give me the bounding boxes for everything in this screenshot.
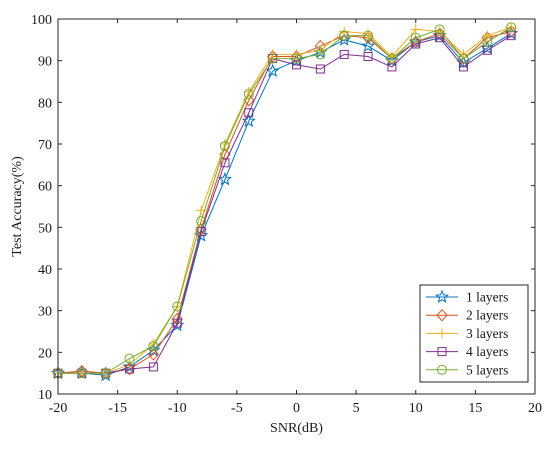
data-point-1-layers	[217, 172, 232, 186]
y-tick-label: 60	[38, 180, 52, 195]
x-tick-label: 0	[293, 401, 300, 416]
y-tick-label: 70	[38, 138, 52, 153]
x-tick-label: -15	[108, 401, 127, 416]
data-point-5-layers	[434, 24, 445, 35]
legend-marker-swatch	[437, 347, 447, 357]
data-point-4-layers	[125, 364, 135, 374]
legend-marker-swatch	[434, 289, 450, 303]
series-5-layers	[53, 22, 517, 379]
legend-entry: 2 layers	[426, 308, 508, 323]
x-tick-label: -20	[49, 401, 68, 416]
data-point-2-layers	[147, 348, 160, 361]
data-point-2-layers	[123, 362, 136, 376]
data-point-4-layers	[172, 318, 182, 328]
y-tick-label: 80	[38, 96, 52, 111]
data-point-1-layers	[361, 38, 376, 53]
data-point-4-layers	[220, 158, 230, 168]
data-point-4-layers	[363, 52, 373, 61]
legend-label: 5 layers	[466, 362, 508, 377]
data-point-5-layers	[267, 53, 278, 64]
data-point-5-layers	[196, 216, 207, 227]
legend-entry: 4 layers	[426, 344, 508, 359]
data-point-3-layers	[243, 86, 254, 97]
x-axis-title: SNR(dB)	[270, 421, 323, 436]
data-point-5-layers	[172, 301, 183, 312]
data-point-4-layers	[315, 64, 325, 74]
y-tick-label: 40	[38, 263, 52, 278]
data-point-5-layers	[291, 53, 302, 64]
data-point-5-layers	[76, 368, 87, 379]
data-point-5-layers	[363, 30, 374, 41]
data-point-5-layers	[506, 22, 517, 33]
legend-marker-swatch	[437, 364, 447, 375]
plot-frame	[57, 18, 536, 395]
data-point-3-layers	[148, 339, 159, 349]
legend-entry: 5 layers	[426, 362, 508, 377]
data-point-4-layers	[244, 108, 254, 118]
data-point-5-layers	[219, 141, 230, 152]
legend-label: 3 layers	[466, 326, 508, 341]
y-tick-label: 100	[31, 13, 52, 28]
data-point-3-layers	[482, 30, 493, 41]
legend-label: 1 layers	[466, 290, 508, 305]
x-tick-label: 20	[528, 401, 542, 416]
y-axis-title: Test Accuracy(%)	[10, 156, 25, 257]
data-point-5-layers	[339, 30, 350, 41]
data-point-4-layers	[339, 49, 349, 59]
data-point-4-layers	[196, 227, 206, 236]
data-point-5-layers	[243, 89, 254, 99]
y-tick-label: 90	[38, 55, 52, 70]
data-point-3-layers	[363, 28, 374, 39]
data-point-2-layers	[171, 312, 183, 326]
data-point-5-layers	[410, 32, 421, 43]
legend-label: 2 layers	[466, 308, 508, 323]
data-point-5-layers	[100, 368, 111, 379]
y-tick-label: 30	[38, 305, 52, 320]
axes: -20 -15 -10 -5 0 5 10 15 20 10 20 30 40 50 60 70 80 90 100	[31, 13, 542, 416]
legend-label: 4 layers	[466, 344, 508, 359]
data-point-5-layers	[482, 36, 493, 47]
y-tick-label: 10	[38, 388, 52, 403]
legend-marker-swatch	[437, 328, 447, 339]
data-point-5-layers	[315, 49, 326, 60]
data-point-1-layers	[241, 113, 256, 128]
data-point-5-layers	[148, 341, 159, 352]
data-point-5-layers	[458, 53, 469, 64]
y-tick-label: 50	[38, 221, 52, 236]
x-tick-label: 15	[468, 401, 482, 416]
series-group	[50, 22, 519, 382]
legend-entry: 3 layers	[426, 326, 508, 341]
data-point-4-layers	[411, 39, 421, 49]
x-tick-label: -10	[168, 401, 187, 416]
legend: 1 layers 2 layers 3 layers 4 layers 5 layers	[419, 284, 529, 383]
legend-marker-swatch	[436, 308, 448, 322]
x-tick-label: 5	[353, 401, 360, 416]
data-point-5-layers	[124, 353, 135, 364]
x-tick-label: 10	[409, 401, 423, 416]
data-point-4-layers	[292, 60, 301, 70]
legend-entry: 1 layers	[426, 290, 508, 305]
data-point-3-layers	[434, 26, 445, 37]
data-point-3-layers	[386, 51, 397, 62]
data-point-4-layers	[148, 362, 158, 372]
y-tick-label: 20	[38, 346, 52, 361]
x-tick-label: -5	[231, 401, 243, 416]
data-point-5-layers	[386, 53, 397, 64]
